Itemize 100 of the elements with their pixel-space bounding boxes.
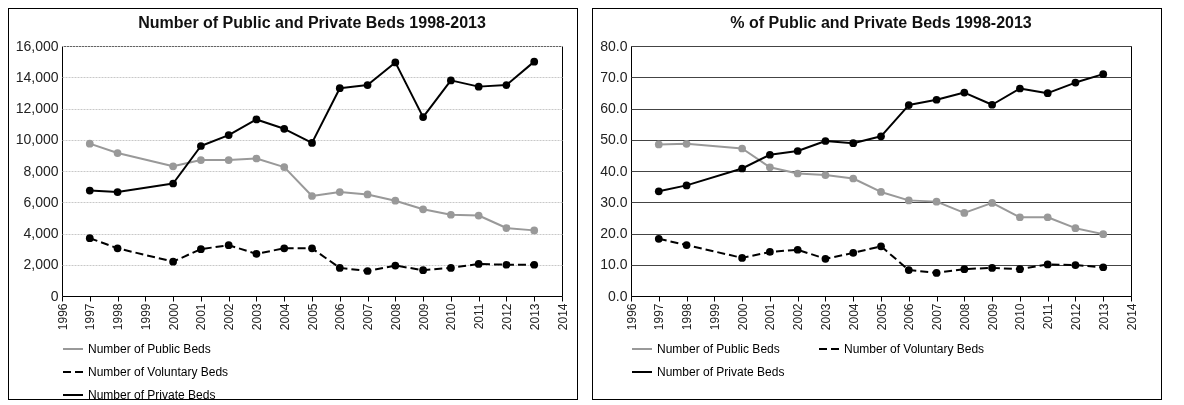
point	[932, 269, 941, 277]
point	[849, 174, 858, 183]
point	[391, 58, 400, 67]
point	[793, 147, 802, 155]
point	[252, 115, 261, 124]
y-tick-label: 2,000	[23, 256, 59, 273]
point	[113, 244, 122, 253]
point	[197, 245, 205, 253]
point	[1016, 265, 1024, 273]
point	[766, 248, 774, 256]
x-tick-label: 2010	[1013, 303, 1028, 331]
x-tick-label: 2005	[874, 303, 889, 331]
x-tick-label: 2003	[818, 303, 833, 331]
y-tick-label: 80.0	[600, 37, 628, 54]
x-tick-label: 2006	[902, 303, 917, 331]
point	[363, 190, 372, 199]
point	[85, 186, 94, 195]
x-tick-label: 2013	[527, 303, 542, 331]
point	[849, 249, 858, 257]
legend-label: Number of Public Beds	[657, 342, 780, 356]
chart-title: Number of Public and Private Beds 1998-2013	[138, 14, 486, 31]
y-tick-label: 16,000	[15, 37, 59, 54]
point	[252, 154, 261, 163]
point	[1071, 78, 1080, 87]
x-tick-label: 2004	[846, 303, 861, 331]
point	[113, 149, 122, 157]
point	[308, 139, 316, 147]
point	[224, 131, 233, 139]
y-tick-label: 8,000	[23, 162, 59, 179]
point	[682, 241, 691, 249]
point	[932, 95, 941, 104]
point	[1016, 213, 1024, 222]
point	[224, 156, 233, 164]
point	[419, 205, 427, 214]
point	[447, 76, 455, 85]
point	[113, 188, 122, 196]
point	[280, 124, 289, 133]
point	[474, 82, 483, 91]
point	[502, 224, 511, 232]
point	[849, 139, 858, 148]
x-tick-label: 2001	[763, 303, 778, 331]
point	[474, 260, 483, 268]
point	[447, 210, 455, 219]
point	[766, 150, 774, 159]
point	[904, 196, 913, 205]
point	[821, 137, 830, 145]
point	[738, 254, 746, 262]
x-tick-label: 2003	[249, 303, 264, 331]
point	[1071, 261, 1080, 269]
point	[904, 266, 913, 274]
point	[988, 199, 996, 207]
x-tick-label: 2002	[791, 303, 806, 331]
point	[738, 144, 746, 153]
point	[530, 57, 539, 66]
point	[682, 181, 691, 190]
point	[280, 244, 289, 253]
y-tick-label: 14,000	[15, 68, 59, 85]
point	[335, 188, 344, 196]
y-tick-label: 10.0	[600, 256, 628, 273]
point	[502, 260, 511, 269]
point	[960, 209, 969, 217]
y-tick-label: 40.0	[600, 162, 628, 179]
x-tick-label: 2012	[1068, 303, 1083, 331]
x-tick-label: 2008	[388, 303, 403, 331]
point	[335, 84, 344, 93]
point	[308, 192, 316, 200]
point	[1016, 84, 1024, 93]
point	[821, 254, 830, 263]
point	[391, 261, 400, 270]
y-tick-label: 30.0	[600, 193, 628, 210]
x-tick-label: 1998	[111, 303, 126, 331]
point	[1099, 70, 1108, 78]
point	[419, 266, 427, 275]
point	[682, 139, 691, 148]
legend-label: Number of Voluntary Beds	[88, 365, 229, 379]
point	[960, 88, 969, 97]
y-tick-label: 70.0	[600, 68, 628, 85]
x-tick-label: 2006	[333, 303, 348, 331]
y-tick-label: 10,000	[15, 131, 59, 148]
point	[85, 234, 94, 243]
x-tick-label: 2001	[194, 303, 209, 331]
point	[224, 241, 233, 250]
x-tick-label: 1997	[83, 303, 98, 331]
point	[530, 260, 539, 269]
point	[738, 164, 746, 173]
point	[654, 187, 663, 196]
point	[1099, 263, 1108, 272]
x-tick-label: 1996	[624, 303, 639, 331]
point	[1043, 89, 1052, 98]
legend-label: Number of Public Beds	[88, 342, 211, 356]
point	[960, 265, 969, 273]
point	[1099, 230, 1108, 238]
point	[474, 211, 483, 220]
point	[1071, 224, 1080, 233]
point	[1043, 213, 1052, 222]
y-tick-label: 0	[50, 287, 59, 304]
point	[363, 267, 372, 275]
point	[932, 197, 941, 206]
x-tick-label: 2009	[416, 303, 431, 331]
x-tick-label: 1998	[680, 303, 695, 331]
